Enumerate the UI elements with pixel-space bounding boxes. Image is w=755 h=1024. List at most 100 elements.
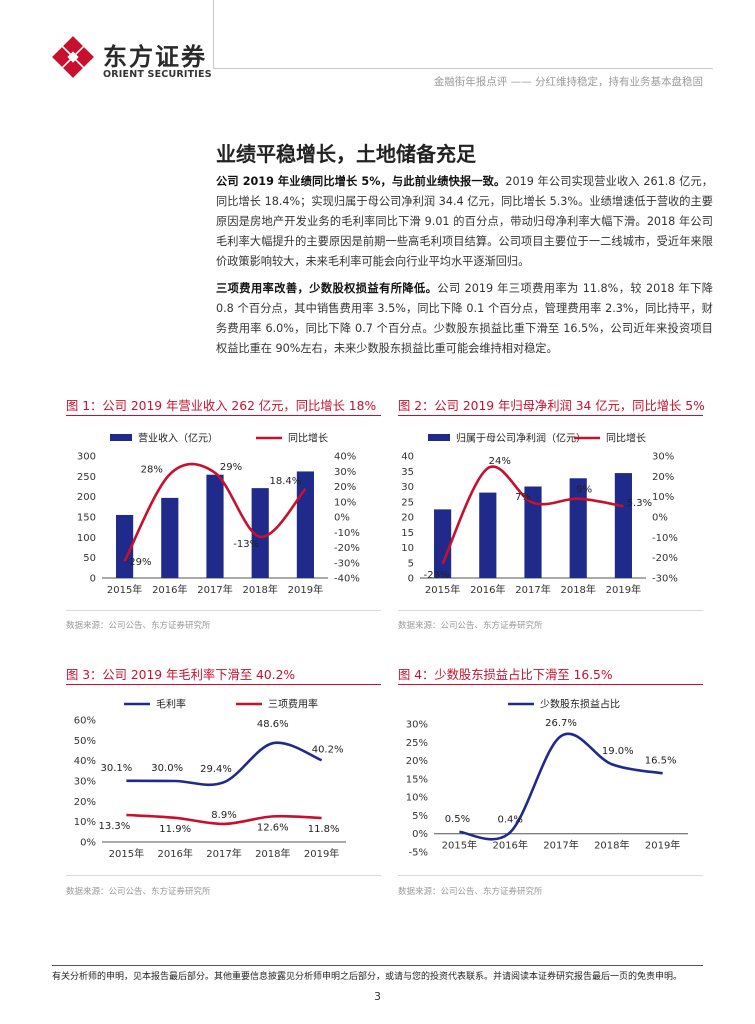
section-title: 业绩平稳增长，土地储备充足 (216, 142, 476, 166)
x-tick-label: 2015年 (107, 583, 142, 596)
y-right-tick-label: 30% (334, 467, 356, 478)
x-tick-label: 2018年 (242, 583, 277, 596)
y-left-tick-label: 10 (401, 543, 414, 554)
header-divider-vertical (213, 0, 214, 68)
y-tick-label: 60% (74, 716, 96, 727)
y-left-tick-label: 25 (401, 497, 414, 508)
page-number: 3 (374, 990, 381, 1003)
report-running-title: 金融街年报点评 —— 分红维持稳定，持有业务基本盘稳固 (433, 76, 703, 88)
y-right-tick-label: -10% (652, 533, 678, 544)
y-left-tick-label: 20 (401, 513, 414, 524)
figure-4-chart: -5% 0% 5% 10% 15% 20% 25% 30% 2015年 2016年 2017年 201… (406, 698, 688, 859)
y-right-tick-label: -20% (652, 553, 678, 564)
x-tick-label: 2018年 (594, 839, 629, 852)
y-right-tick-label: -20% (334, 543, 360, 554)
series-line (459, 732, 663, 841)
x-tick-label: 2016年 (152, 583, 187, 596)
y-left-tick-label: 40 (401, 452, 414, 463)
x-tick-label: 2016年 (157, 847, 192, 860)
series-line (126, 813, 322, 826)
bar (614, 473, 632, 578)
bar (161, 497, 179, 578)
x-tick-label: 2017年 (543, 839, 578, 852)
y-left-tick-label: 300 (77, 452, 96, 463)
y-tick-label: 10% (406, 793, 428, 804)
footer-disclaimer: 有关分析师的申明，见本报告最后部分。其他重要信息披露见分析师申明之后部分，或请与… (52, 972, 683, 982)
y-tick-label: 5% (412, 811, 428, 822)
figure-3-chart: 0% 10% 20% 30% 40% 50% 60% 2015年 2016年 2017年 2018年… (74, 698, 346, 860)
y-right-tick-label: 20% (334, 482, 356, 493)
bar (434, 509, 452, 578)
data-label: 0.4% (497, 814, 522, 825)
data-label: 13.3% (99, 821, 131, 832)
y-left-tick-label: 100 (77, 533, 96, 544)
brand-name-en: ORIENT SECURITIES (103, 69, 212, 80)
data-label: 29.4% (200, 764, 232, 775)
figure-1-bottom-rule (66, 610, 381, 611)
brand-name-cn: 东方证券 (103, 43, 207, 71)
y-right-tick-label: -10% (334, 528, 360, 539)
data-label: 19.0% (602, 746, 634, 757)
y-tick-label: 15% (406, 774, 428, 785)
figure-2-chart: 0 5 10 15 20 25 30 35 40 -30% -20% -10% 0% 10% 20% 30% 2… (401, 432, 678, 597)
series-line (441, 465, 624, 565)
figure-1-source: 数据来源：公司公告、东方证券研究所 (66, 621, 211, 631)
data-label: 12.6% (257, 822, 289, 833)
footer-divider (52, 965, 703, 966)
figure-4-title: 图 4：少数股东损益占比下滑至 16.5% (398, 668, 613, 682)
x-tick-label: 2015年 (425, 583, 460, 596)
x-tick-label: 2019年 (288, 583, 323, 596)
figure-2-source: 数据来源：公司公告、东方证券研究所 (398, 621, 543, 631)
y-tick-label: 30% (406, 720, 428, 731)
data-label: 30.0% (151, 763, 183, 774)
bar (116, 514, 134, 578)
data-label: 11.8% (308, 824, 340, 835)
paragraph-lead: 三项费用率改善，少数股权损益有所降低。 (216, 282, 438, 295)
data-label: -29% (126, 557, 152, 568)
legend-label: 少数股东损益占比 (540, 698, 620, 711)
x-tick-label: 2015年 (109, 847, 144, 860)
bar (479, 492, 497, 578)
x-tick-label: 2017年 (206, 847, 241, 860)
y-left-tick-label: 0 (90, 574, 96, 585)
legend-swatch-bar (110, 434, 132, 441)
figure-3-title: 图 3：公司 2019 年毛利率下滑至 40.2% (66, 668, 296, 682)
y-right-tick-label: 30% (652, 452, 674, 463)
x-tick-label: 2018年 (255, 847, 290, 860)
header-divider (213, 68, 713, 69)
data-label: 11.9% (159, 824, 191, 835)
bar (569, 478, 587, 578)
bar (251, 488, 269, 578)
legend-label: 同比增长 (288, 432, 328, 445)
y-tick-label: 0% (80, 838, 96, 849)
figure-3-rule (66, 684, 381, 685)
figure-4-rule (398, 684, 703, 685)
figure-1-chart: 0 50 100 150 200 250 300 -40% -30% -20% -10% 0% 10% 2… (77, 432, 360, 597)
figure-3-bottom-rule (66, 875, 381, 876)
y-left-tick-label: 30 (401, 482, 414, 493)
data-label: -13% (233, 539, 259, 550)
legend-label: 同比增长 (606, 432, 646, 445)
y-left-tick-label: 250 (77, 472, 96, 483)
x-tick-label: 2019年 (645, 839, 680, 852)
data-label: 8.9% (211, 810, 236, 821)
figure-4-bottom-rule (398, 875, 703, 876)
x-tick-label: 2019年 (304, 847, 339, 860)
data-label: 26.7% (545, 718, 577, 729)
legend-label: 归属于母公司净利润（亿元） (456, 432, 586, 445)
data-label: 7% (515, 492, 531, 503)
x-tick-label: 2018年 (560, 583, 595, 596)
x-tick-label: 2015年 (442, 839, 477, 852)
data-label: 0.5% (445, 814, 470, 825)
paragraph-lead: 公司 2019 年业绩同比增长 5%，与此前业绩快报一致。 (216, 175, 506, 188)
y-tick-label: 50% (74, 736, 96, 747)
figure-3-source: 数据来源：公司公告、东方证券研究所 (66, 887, 211, 897)
y-right-tick-label: 0% (652, 513, 668, 524)
y-tick-label: 25% (406, 738, 428, 749)
data-label: 28% (141, 464, 163, 475)
data-label: 29% (220, 462, 242, 473)
figure-2-rule (398, 415, 703, 416)
y-left-tick-label: 15 (401, 528, 414, 539)
legend-label: 三项费用率 (268, 698, 318, 711)
paragraph-body: 2019 年公司实现营业收入 261.8 亿元，同比增长 18.4%；实现归属于… (216, 175, 713, 268)
